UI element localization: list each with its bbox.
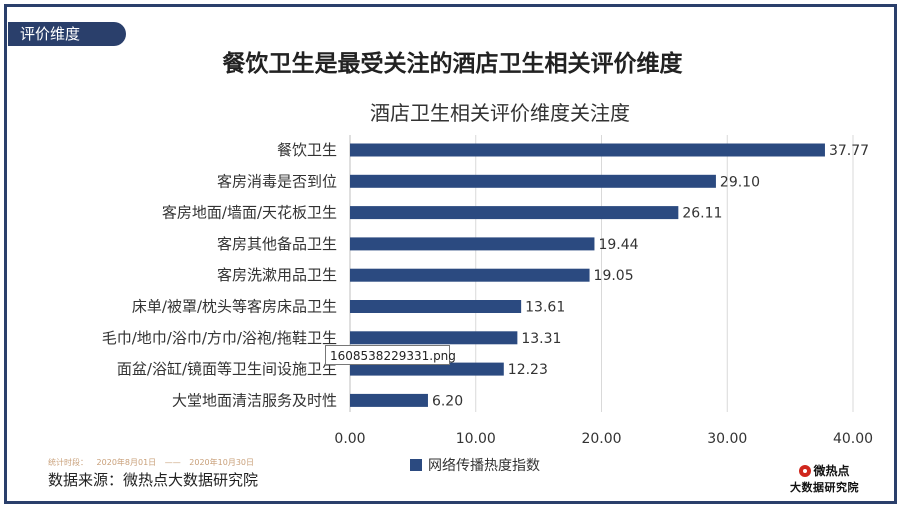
brand-logo: 微热点 大数据研究院: [790, 462, 859, 495]
bar: [350, 268, 590, 282]
bar: [350, 300, 522, 313]
category-label: 大堂地面清洁服务及时性: [172, 391, 337, 409]
category-label: 面盆/浴缸/镜面等卫生间设施卫生: [117, 360, 337, 378]
category-label: 餐饮卫生: [277, 141, 337, 159]
page-headline: 餐饮卫生是最受关注的酒店卫生相关评价维度: [222, 51, 683, 77]
data-source: 数据来源：微热点大数据研究院: [48, 471, 259, 489]
bar-value-label: 29.10: [720, 174, 760, 190]
bar: [350, 206, 679, 220]
period-end: 2020年10月30日: [189, 458, 254, 467]
bar-value-label: 37.77: [829, 143, 869, 159]
bar: [350, 362, 504, 376]
outer-frame: [4, 4, 897, 504]
bar-value-label: 12.23: [508, 362, 548, 378]
period-start: 2020年8月01日: [96, 458, 157, 467]
filename-tooltip: 1608538229331.png: [325, 345, 456, 365]
bar-value-label: 13.31: [521, 331, 561, 347]
logo-bottom-text: 大数据研究院: [790, 481, 859, 494]
category-label: 毛巾/地巾/浴巾/方巾/浴袍/拖鞋卫生: [102, 329, 337, 347]
bar-value-label: 6.20: [432, 393, 463, 409]
bar-value-label: 26.11: [682, 206, 722, 222]
period-label: 统计时段：: [48, 458, 88, 467]
bar: [350, 174, 716, 188]
bar-value-label: 19.44: [598, 237, 638, 253]
category-label: 床单/被罩/枕头等客房床品卫生: [132, 298, 337, 316]
category-label: 客房地面/墙面/天花板卫生: [162, 204, 337, 222]
bar: [350, 393, 428, 407]
bar: [350, 237, 595, 251]
x-tick-label: 30.00: [707, 431, 747, 447]
period-note: 统计时段： 2020年8月01日 —— 2020年10月30日: [48, 457, 260, 468]
category-label: 客房其他备品卫生: [217, 235, 337, 253]
x-tick-label: 10.00: [456, 431, 496, 447]
section-tag: 评价维度: [8, 22, 126, 46]
x-tick-label: 40.00: [833, 431, 873, 447]
bar-value-label: 19.05: [594, 268, 634, 284]
x-tick-label: 0.00: [334, 431, 365, 447]
x-tick-label: 20.00: [581, 431, 621, 447]
category-label: 客房洗漱用品卫生: [217, 266, 337, 284]
bar: [350, 143, 825, 157]
category-label: 客房消毒是否到位: [217, 172, 337, 190]
logo-eye-icon: [799, 464, 812, 477]
chart-legend: 网络传播热度指数: [410, 455, 540, 475]
logo-top-text: 微热点: [813, 464, 850, 478]
chart-title: 酒店卫生相关评价维度关注度: [370, 101, 630, 125]
period-dash: ——: [164, 458, 181, 467]
bar: [350, 331, 518, 345]
legend-swatch: [410, 459, 422, 471]
bar-value-label: 13.61: [525, 300, 565, 316]
legend-label: 网络传播热度指数: [428, 458, 540, 474]
